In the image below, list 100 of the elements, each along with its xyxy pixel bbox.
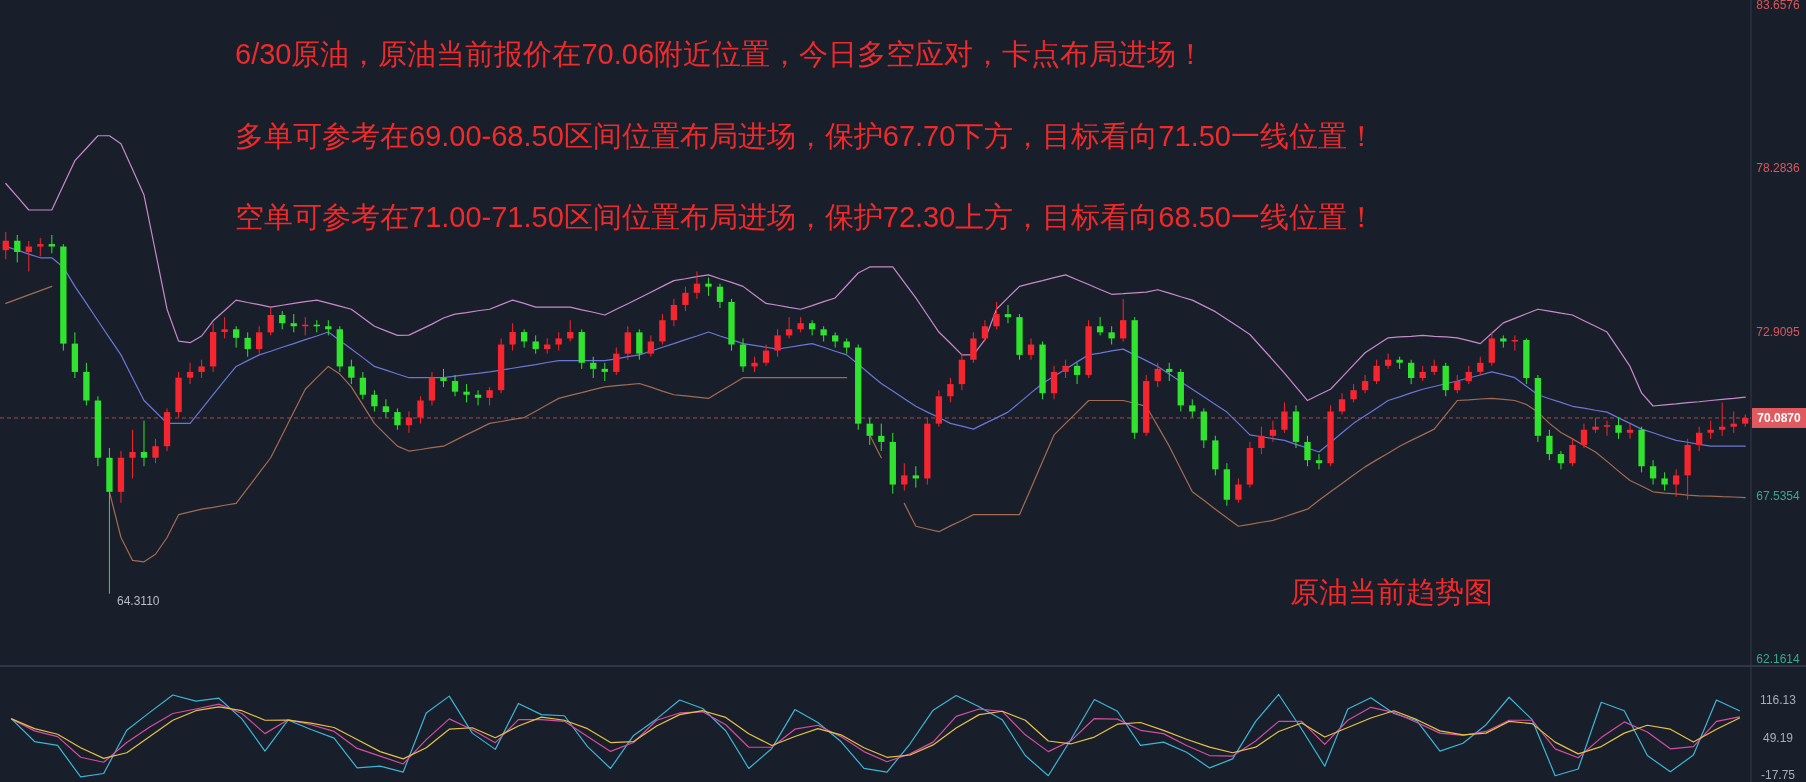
candlestick: [348, 359, 355, 385]
candlestick: [1108, 325, 1115, 346]
candlestick: [428, 371, 436, 406]
candlestick: [785, 316, 793, 339]
candlestick: [670, 298, 678, 327]
y-tick-label: -17.75: [1760, 768, 1796, 782]
y-tick-label: 72.9095: [1756, 325, 1801, 340]
y-tick-label: 83.6576: [1756, 0, 1801, 12]
candlestick: [705, 277, 712, 297]
candlestick: [1661, 471, 1668, 492]
candlestick: [1454, 374, 1461, 394]
candlestick: [451, 374, 459, 397]
candlestick: [912, 465, 919, 489]
candlestick: [1235, 477, 1242, 504]
candlestick: [1304, 435, 1311, 467]
candlestick: [1707, 420, 1714, 440]
candlestick: [1315, 453, 1323, 470]
y-tick-label: 78.2836: [1756, 161, 1801, 176]
candlestick: [2, 231, 9, 260]
y-tick-label: 116.13: [1760, 692, 1797, 707]
candlestick: [1281, 401, 1288, 434]
candlestick: [1477, 356, 1484, 376]
candlestick: [371, 389, 378, 412]
candlestick: [232, 325, 240, 349]
candlestick: [1004, 304, 1012, 324]
candlestick: [1096, 316, 1104, 336]
candlestick: [1626, 423, 1634, 440]
annotation: 原油当前趋势图: [1290, 576, 1493, 608]
annotation: 多单可参考在69.00-68.50区间位置布局进场，保护67.70下方，目标看向71.50一线位置！: [235, 120, 1376, 152]
candlestick: [1027, 337, 1035, 361]
candlestick: [590, 356, 597, 379]
candlestick: [37, 237, 44, 257]
candlestick: [186, 362, 194, 385]
candlestick: [716, 283, 724, 309]
annotation: 6/30原油，原油当前报价在70.06附近位置，今日多空应对，卡点布局进场！: [235, 38, 1206, 70]
candlestick: [48, 234, 56, 254]
candlestick: [682, 286, 689, 312]
candlestick: [647, 334, 655, 358]
ref-line-label: 70.0870: [1757, 410, 1802, 425]
y-tick-label: 49.19: [1762, 730, 1794, 745]
candlestick: [1615, 417, 1622, 440]
candlestick: [474, 389, 482, 406]
candlestick: [1073, 362, 1081, 385]
candlestick: [1649, 459, 1657, 486]
candlestick: [509, 322, 516, 352]
candlestick: [624, 325, 631, 361]
candlestick: [1361, 374, 1369, 394]
y-tick-label: 67.5354: [1756, 488, 1801, 503]
candlestick: [808, 319, 816, 336]
candlestick: [970, 331, 977, 364]
y-tick-label: 62.1614: [1756, 652, 1801, 667]
candlestick: [1120, 298, 1127, 342]
candlestick: [140, 420, 148, 467]
candlestick: [359, 371, 367, 400]
candlestick: [1373, 359, 1380, 385]
candlestick: [221, 316, 228, 339]
candlestick: [256, 325, 263, 355]
candlestick: [463, 383, 470, 403]
candlestick: [1465, 365, 1472, 385]
candlestick: [1258, 426, 1265, 455]
candlestick: [1166, 362, 1173, 382]
candlestick: [279, 310, 286, 330]
candlestick: [14, 234, 21, 263]
candlestick: [613, 347, 620, 376]
candlestick: [878, 423, 885, 452]
candlestick: [1557, 450, 1565, 470]
candlestick: [1189, 398, 1196, 419]
candlestick: [1719, 401, 1726, 437]
candlestick: [993, 301, 1000, 330]
candlestick: [901, 462, 908, 492]
candlestick: [601, 362, 608, 382]
candlestick: [693, 270, 701, 300]
candlestick: [486, 386, 493, 406]
candlestick: [382, 398, 390, 419]
candlestick: [1384, 353, 1392, 370]
candlestick: [1154, 362, 1161, 388]
candlestick: [198, 359, 205, 379]
candlestick: [981, 319, 989, 342]
candlestick: [394, 407, 401, 431]
candlestick: [762, 344, 770, 367]
candlestick: [1269, 420, 1277, 443]
candlestick: [1350, 383, 1357, 403]
candlestick: [555, 331, 562, 352]
candlestick: [1408, 359, 1415, 385]
candlestick: [739, 337, 747, 373]
candlestick: [1569, 438, 1576, 467]
line-series: [10, 693, 1741, 778]
candlestick: [244, 331, 251, 358]
candlestick: [267, 307, 274, 336]
candlestick: [1338, 392, 1346, 416]
candlestick: [567, 319, 574, 342]
candlestick: [520, 328, 528, 349]
candlestick: [774, 328, 781, 358]
candlestick: [440, 368, 447, 388]
candlestick: [129, 429, 136, 479]
candlestick: [1695, 426, 1703, 452]
candlestick: [1672, 468, 1680, 498]
candlestick: [417, 395, 424, 425]
annotation: 空单可参考在71.00-71.50区间位置布局进场，保护72.30上方，目标看向68.50一线位置！: [235, 201, 1376, 233]
candlestick: [636, 328, 643, 361]
